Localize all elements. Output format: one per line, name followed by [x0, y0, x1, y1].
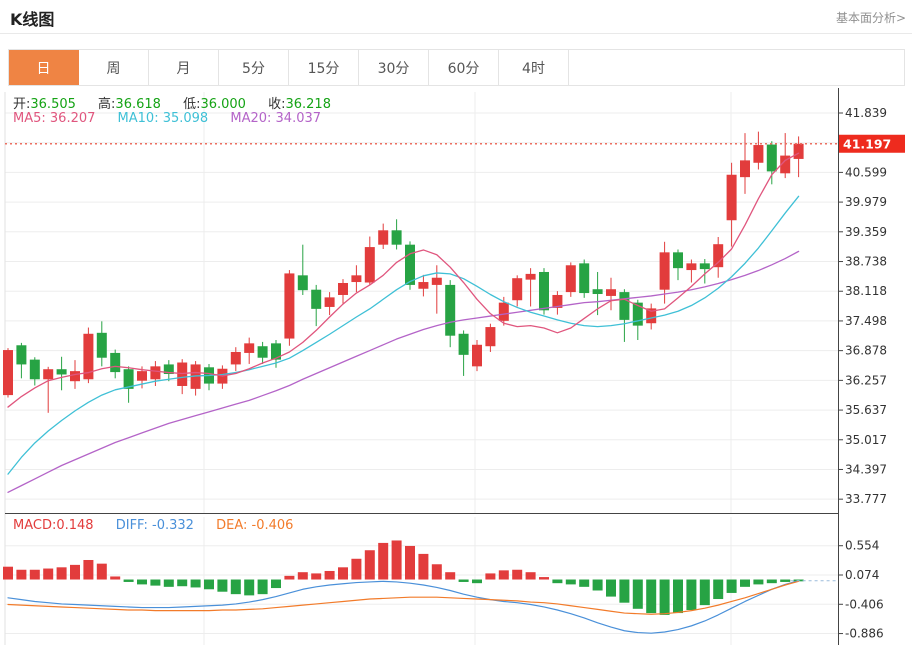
svg-text:39.359: 39.359	[845, 225, 887, 239]
svg-text:35.017: 35.017	[845, 433, 887, 447]
ma10-value: 35.098	[162, 111, 209, 126]
tab-month[interactable]: 月	[149, 50, 219, 85]
svg-text:36.878: 36.878	[845, 344, 887, 358]
interval-tabbar: 日 周 月 5分 15分 30分 60分 4时	[8, 49, 905, 86]
svg-text:39.979: 39.979	[845, 195, 887, 209]
svg-text:0.554: 0.554	[845, 539, 879, 553]
diff-value: -0.332	[152, 518, 194, 533]
low-label: 低:	[183, 97, 201, 112]
ma-legend: MA5: 36.207 MA10: 35.098 MA20: 34.037	[13, 111, 339, 126]
svg-text:37.498: 37.498	[845, 314, 887, 328]
macd-value: 0.148	[56, 518, 94, 533]
fundamental-analysis-link[interactable]: 基本面分析>	[835, 11, 906, 25]
ma20-value: 34.037	[275, 111, 322, 126]
svg-text:33.777: 33.777	[845, 492, 887, 506]
svg-text:0.074: 0.074	[845, 568, 879, 582]
page-title: K线图	[10, 10, 55, 29]
svg-text:35.637: 35.637	[845, 403, 887, 417]
open-label: 开:	[13, 97, 31, 112]
ohlc-legend: 开:36.505 高:36.618 低:36.000 收:36.218	[13, 93, 349, 112]
tab-5min[interactable]: 5分	[219, 50, 289, 85]
diff-label: DIFF:	[115, 518, 148, 533]
svg-text:-0.886: -0.886	[845, 627, 884, 641]
dea-value: -0.406	[251, 518, 294, 533]
title-divider	[0, 33, 912, 34]
dea-label: DEA:	[216, 518, 248, 533]
high-value: 36.618	[115, 97, 161, 112]
tab-4hour[interactable]: 4时	[499, 50, 569, 85]
tab-week[interactable]: 周	[79, 50, 149, 85]
ma5-label: MA5:	[13, 111, 46, 126]
open-value: 36.505	[30, 97, 76, 112]
svg-text:-0.406: -0.406	[845, 597, 884, 611]
svg-text:36.257: 36.257	[845, 373, 887, 387]
macd-legend: MACD:0.148 DIFF: -0.332 DEA: -0.406	[13, 518, 311, 533]
tab-30min[interactable]: 30分	[359, 50, 429, 85]
ma10-label: MA10:	[117, 111, 159, 126]
high-label: 高:	[98, 97, 116, 112]
ma20-label: MA20:	[230, 111, 272, 126]
svg-text:34.397: 34.397	[845, 462, 887, 476]
low-value: 36.000	[200, 97, 246, 112]
tabbar-filler	[569, 50, 904, 85]
svg-text:41.839: 41.839	[845, 106, 887, 120]
svg-text:40.599: 40.599	[845, 165, 887, 179]
tab-60min[interactable]: 60分	[429, 50, 499, 85]
svg-text:38.738: 38.738	[845, 255, 887, 269]
tab-day[interactable]: 日	[9, 50, 79, 85]
svg-text:41.197: 41.197	[843, 136, 891, 151]
close-value: 36.218	[285, 97, 331, 112]
svg-text:38.118: 38.118	[845, 284, 887, 298]
macd-label: MACD:	[13, 518, 57, 533]
close-label: 收:	[268, 97, 286, 112]
tab-15min[interactable]: 15分	[289, 50, 359, 85]
ma5-value: 36.207	[49, 111, 96, 126]
